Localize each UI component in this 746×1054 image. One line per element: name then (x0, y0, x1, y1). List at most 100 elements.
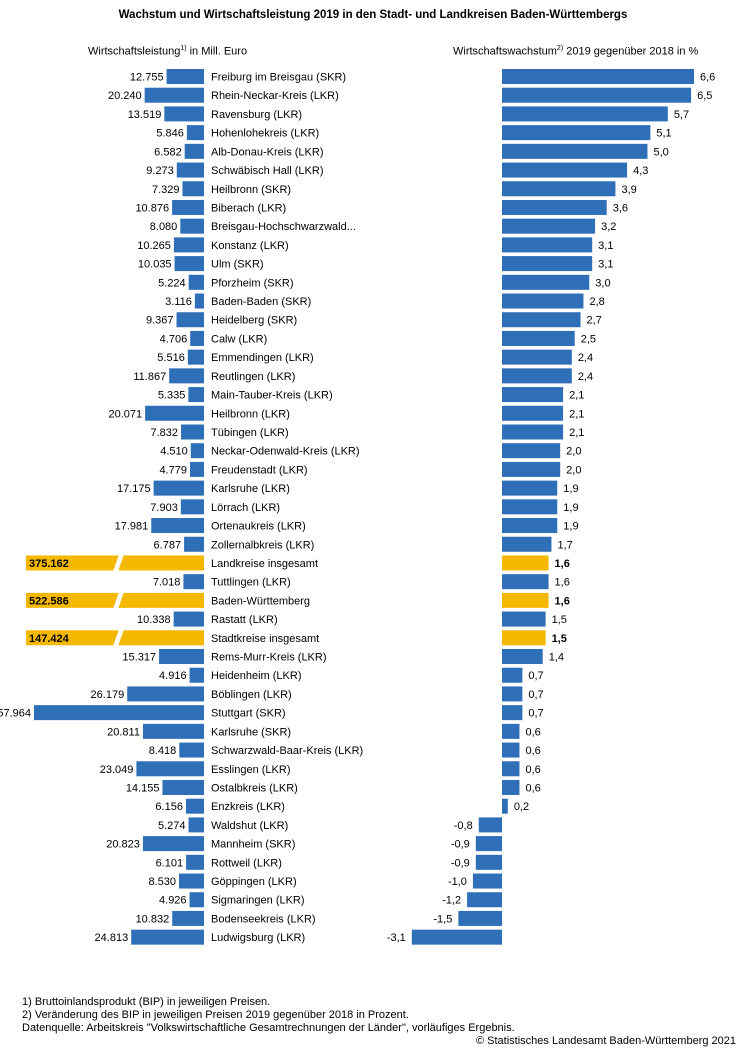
growth-bar-row-45 (458, 910, 502, 926)
bip-bar-row-12 (194, 293, 204, 309)
growth-bar-row-4 (502, 143, 648, 159)
bip-value-label-row-7: 10.876 (135, 202, 169, 214)
axis-break-marker-row-30 (113, 629, 124, 647)
growth-value-label-row-11: 3,0 (595, 277, 610, 289)
bip-value-label-row-20: 4.510 (160, 446, 188, 458)
bip-bar-row-36 (179, 742, 204, 758)
growth-value-label-row-46: -3,1 (387, 932, 406, 944)
category-label-row-22: Karlsruhe (LKR) (211, 483, 290, 495)
bip-bar-row-5 (176, 162, 204, 178)
bip-value-label-row-44: 4.926 (159, 895, 187, 907)
bip-value-label-row-5: 9.273 (146, 165, 174, 177)
bip-value-label-row-9: 10.265 (137, 240, 171, 252)
growth-bar-row-44 (467, 892, 502, 908)
growth-bar-row-0 (502, 69, 694, 84)
bip-value-label-row-0: 12.755 (130, 72, 164, 84)
bip-bar-row-17 (188, 387, 204, 403)
category-label-row-21: Freudenstadt (LKR) (211, 464, 308, 476)
growth-value-label-row-27: 1,6 (555, 577, 570, 589)
bip-bar-row-45 (172, 910, 204, 926)
growth-value-label-row-1: 6,5 (697, 90, 712, 102)
bip-bar-row-20 (190, 443, 204, 459)
growth-value-label-row-45: -1,5 (433, 913, 452, 925)
bip-value-label-row-38: 14.155 (126, 782, 160, 794)
bip-value-label-row-18: 20.071 (108, 408, 142, 420)
bip-value-label-row-39: 6.156 (155, 801, 183, 813)
bip-bar-row-11 (188, 274, 204, 290)
bip-bar-row-13 (176, 312, 204, 328)
category-label-row-18: Heilbronn (LKR) (211, 408, 290, 420)
growth-bar-row-22 (502, 480, 558, 496)
category-label-row-4: Alb-Donau-Kreis (LKR) (211, 146, 323, 158)
footnote-1: 1) Bruttoinlandsprodukt (BIP) in jeweili… (22, 996, 271, 1008)
bip-bar-row-34 (33, 705, 205, 721)
growth-value-label-row-24: 1,9 (563, 521, 578, 533)
growth-bar-row-21 (502, 461, 561, 477)
left-header-text: Wirtschaftsleistung (88, 45, 181, 58)
growth-bar-row-29 (502, 611, 546, 627)
growth-bar-row-11 (502, 274, 590, 290)
growth-value-label-row-16: 2,4 (578, 371, 593, 383)
bip-bar-row-35 (142, 723, 204, 739)
bip-bar-row-7 (172, 199, 204, 215)
bip-value-label-row-10: 10.035 (138, 259, 172, 271)
category-label-row-24: Ortenaukreis (LKR) (211, 521, 306, 533)
category-label-row-5: Schwäbisch Hall (LKR) (211, 165, 323, 177)
right-axis-header: Wirtschaftswachstum2) 2019 gegenüber 201… (453, 45, 698, 58)
growth-bar-row-39 (502, 798, 508, 814)
category-label-row-41: Mannheim (SKR) (211, 839, 295, 851)
growth-bar-row-33 (502, 686, 523, 702)
bip-bar-row-28 (26, 592, 204, 608)
bip-bar-row-6 (182, 181, 204, 197)
growth-value-label-row-32: 0,7 (528, 670, 543, 682)
category-label-row-27: Tuttlingen (LKR) (211, 577, 291, 589)
category-label-row-7: Biberach (LKR) (211, 202, 286, 214)
growth-value-label-row-23: 1,9 (563, 502, 578, 514)
category-label-row-13: Heidelberg (SKR) (211, 315, 297, 327)
growth-value-label-row-30: 1,5 (552, 633, 567, 645)
growth-value-label-row-40: -0,8 (454, 820, 473, 832)
growth-value-label-row-6: 3,9 (621, 184, 636, 196)
growth-value-label-row-13: 2,7 (587, 315, 602, 327)
category-label-row-8: Breisgau-Hochschwarzwald... (211, 221, 356, 233)
growth-bar-row-19 (502, 424, 564, 440)
growth-bar-row-24 (502, 518, 558, 534)
growth-value-label-row-18: 2,1 (569, 408, 584, 420)
chart-title: Wachstum und Wirtschaftsleistung 2019 in… (118, 9, 628, 21)
growth-value-label-row-17: 2,1 (569, 390, 584, 402)
growth-value-label-row-38: 0,6 (525, 782, 540, 794)
bip-bar-row-0 (166, 69, 204, 84)
bip-bar-row-39 (185, 798, 204, 814)
bip-value-label-row-23: 7.903 (150, 502, 178, 514)
growth-bar-row-34 (502, 705, 523, 721)
growth-value-label-row-7: 3,6 (613, 202, 628, 214)
bip-value-label-row-35: 20.811 (107, 726, 140, 738)
growth-value-label-row-26: 1,6 (555, 558, 570, 570)
category-label-row-46: Ludwigsburg (LKR) (211, 932, 305, 944)
growth-value-label-row-14: 2,5 (581, 333, 596, 345)
category-label-row-28: Baden-Württemberg (211, 595, 310, 607)
bip-bar-row-19 (181, 424, 204, 440)
growth-bar-row-8 (502, 218, 596, 234)
growth-bar-row-1 (502, 87, 692, 103)
growth-value-label-row-35: 0,6 (525, 726, 540, 738)
growth-bar-row-31 (502, 649, 543, 665)
category-label-row-42: Rottweil (LKR) (211, 857, 282, 869)
category-label-row-12: Baden-Baden (SKR) (211, 296, 311, 308)
bip-value-label-row-40: 5.274 (158, 820, 186, 832)
bip-bar-row-41 (142, 836, 204, 852)
bip-bar-row-42 (186, 854, 204, 870)
bip-value-label-row-43: 8.530 (148, 876, 176, 888)
growth-value-label-row-36: 0,6 (525, 745, 540, 757)
bip-bar-row-16 (169, 368, 204, 384)
bip-bar-row-40 (188, 817, 204, 833)
bip-value-label-row-11: 5.224 (158, 277, 186, 289)
bip-value-label-row-45: 10.832 (136, 913, 170, 925)
right-header-unit: 2019 gegenüber 2018 in % (563, 45, 699, 58)
growth-value-label-row-43: -1,0 (448, 876, 467, 888)
bip-bar-row-21 (189, 461, 204, 477)
growth-bar-row-9 (502, 237, 593, 253)
growth-bar-row-37 (502, 761, 520, 777)
category-label-row-39: Enzkreis (LKR) (211, 801, 285, 813)
category-label-row-26: Landkreise insgesamt (211, 558, 318, 570)
